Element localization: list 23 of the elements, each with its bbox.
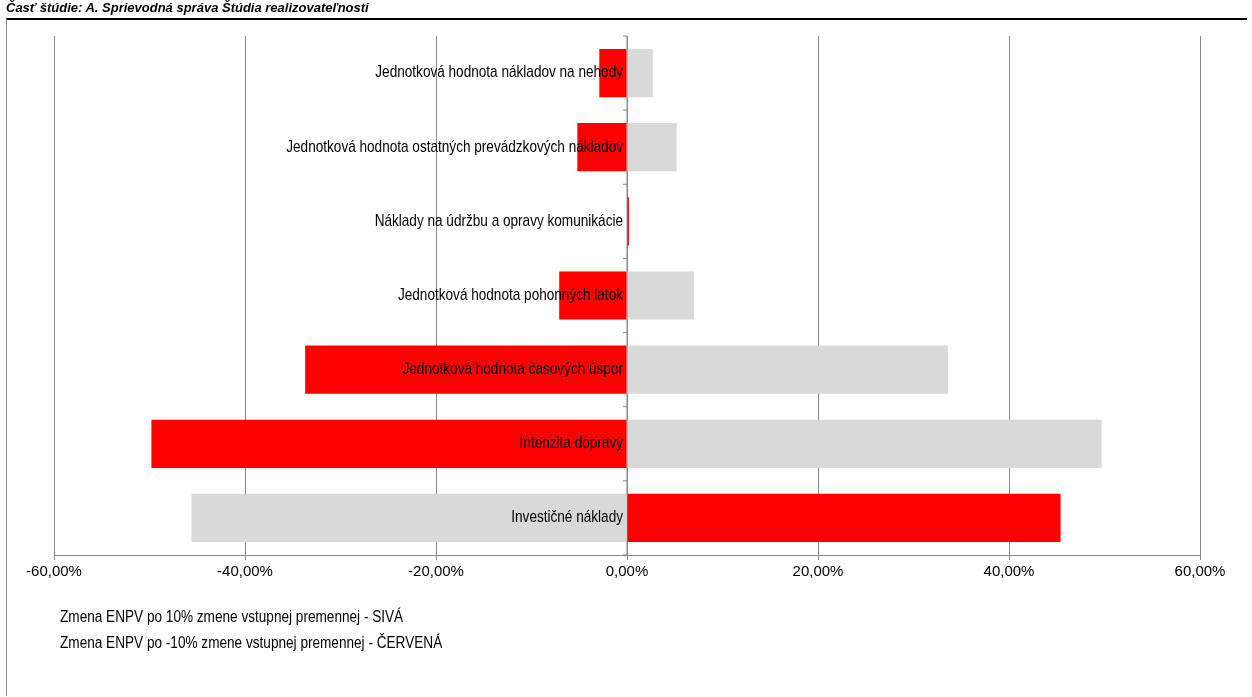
text: Zmena ENPV po -10% zmene vstupnej premennej - ČERVENÁ [60,632,443,653]
bar [627,271,694,320]
bar [627,345,948,394]
y-tick-label: Investičné náklady [511,508,624,526]
x-tick-label: 20,00% [792,562,844,580]
bar [305,345,627,394]
y-tick-label: Jednotková hodnota časových úspor [402,360,624,378]
x-tick-label: -40,00% [217,562,273,580]
bar [191,493,627,543]
bar [627,123,677,172]
bar [627,48,653,98]
bar [627,419,1102,468]
x-tick-label: 40,00% [983,562,1035,580]
y-tick-label: Náklady na údržbu a opravy komunikácie [374,211,623,229]
bar [627,493,1061,543]
x-tick-label: 0,00% [605,562,649,580]
chart-title: Časť štúdie: A. Sprievodná správa Štúdia realizovateľnosti [6,0,369,15]
x-tick-label: 60,00% [1174,562,1226,580]
x-tick-label: -20,00% [408,562,464,580]
bar [151,419,627,468]
x-tick-label: -60,00% [26,562,82,580]
y-tick-label: Intenzita dopravy [519,434,624,452]
text: Zmena ENPV po 10% zmene vstupnej premennej - SIVÁ [60,606,405,627]
